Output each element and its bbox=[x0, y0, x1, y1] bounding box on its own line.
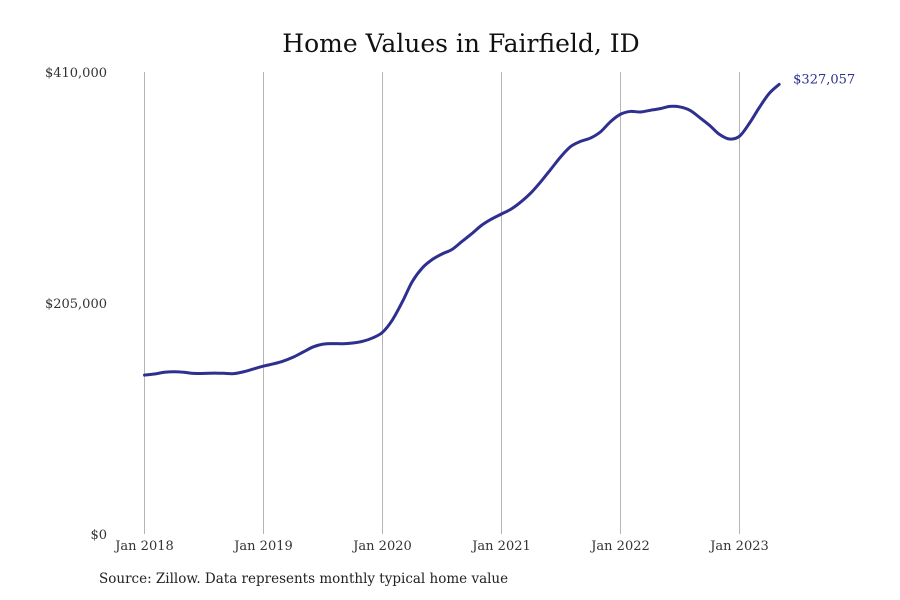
series-line-0 bbox=[143, 82, 781, 377]
series-layer: $327,057 bbox=[143, 72, 855, 377]
vertical-gridlines bbox=[144, 72, 740, 534]
x-axis-tick-labels: Jan 2018 Jan 2019 Jan 2020 Jan 2021 Jan 2022… bbox=[113, 539, 769, 554]
y-tick-label: $205,000 bbox=[45, 297, 107, 312]
source-note: Source: Zillow. Data represents monthly … bbox=[99, 571, 509, 587]
x-tick-label: Jan 2021 bbox=[470, 539, 531, 554]
x-tick-label: Jan 2020 bbox=[351, 539, 412, 554]
y-tick-label: $410,000 bbox=[45, 66, 107, 81]
x-tick-label: Jan 2018 bbox=[113, 539, 174, 554]
y-tick-label: $0 bbox=[90, 528, 107, 543]
x-tick-label: Jan 2023 bbox=[708, 539, 769, 554]
y-axis-tick-labels: $0 $205,000 $410,000 bbox=[45, 66, 107, 543]
x-tick-label: Jan 2019 bbox=[232, 539, 293, 554]
chart-title: Home Values in Fairfield, ID bbox=[282, 29, 639, 58]
x-tick-label: Jan 2022 bbox=[589, 539, 650, 554]
series-end-label: $327,057 bbox=[793, 72, 855, 87]
